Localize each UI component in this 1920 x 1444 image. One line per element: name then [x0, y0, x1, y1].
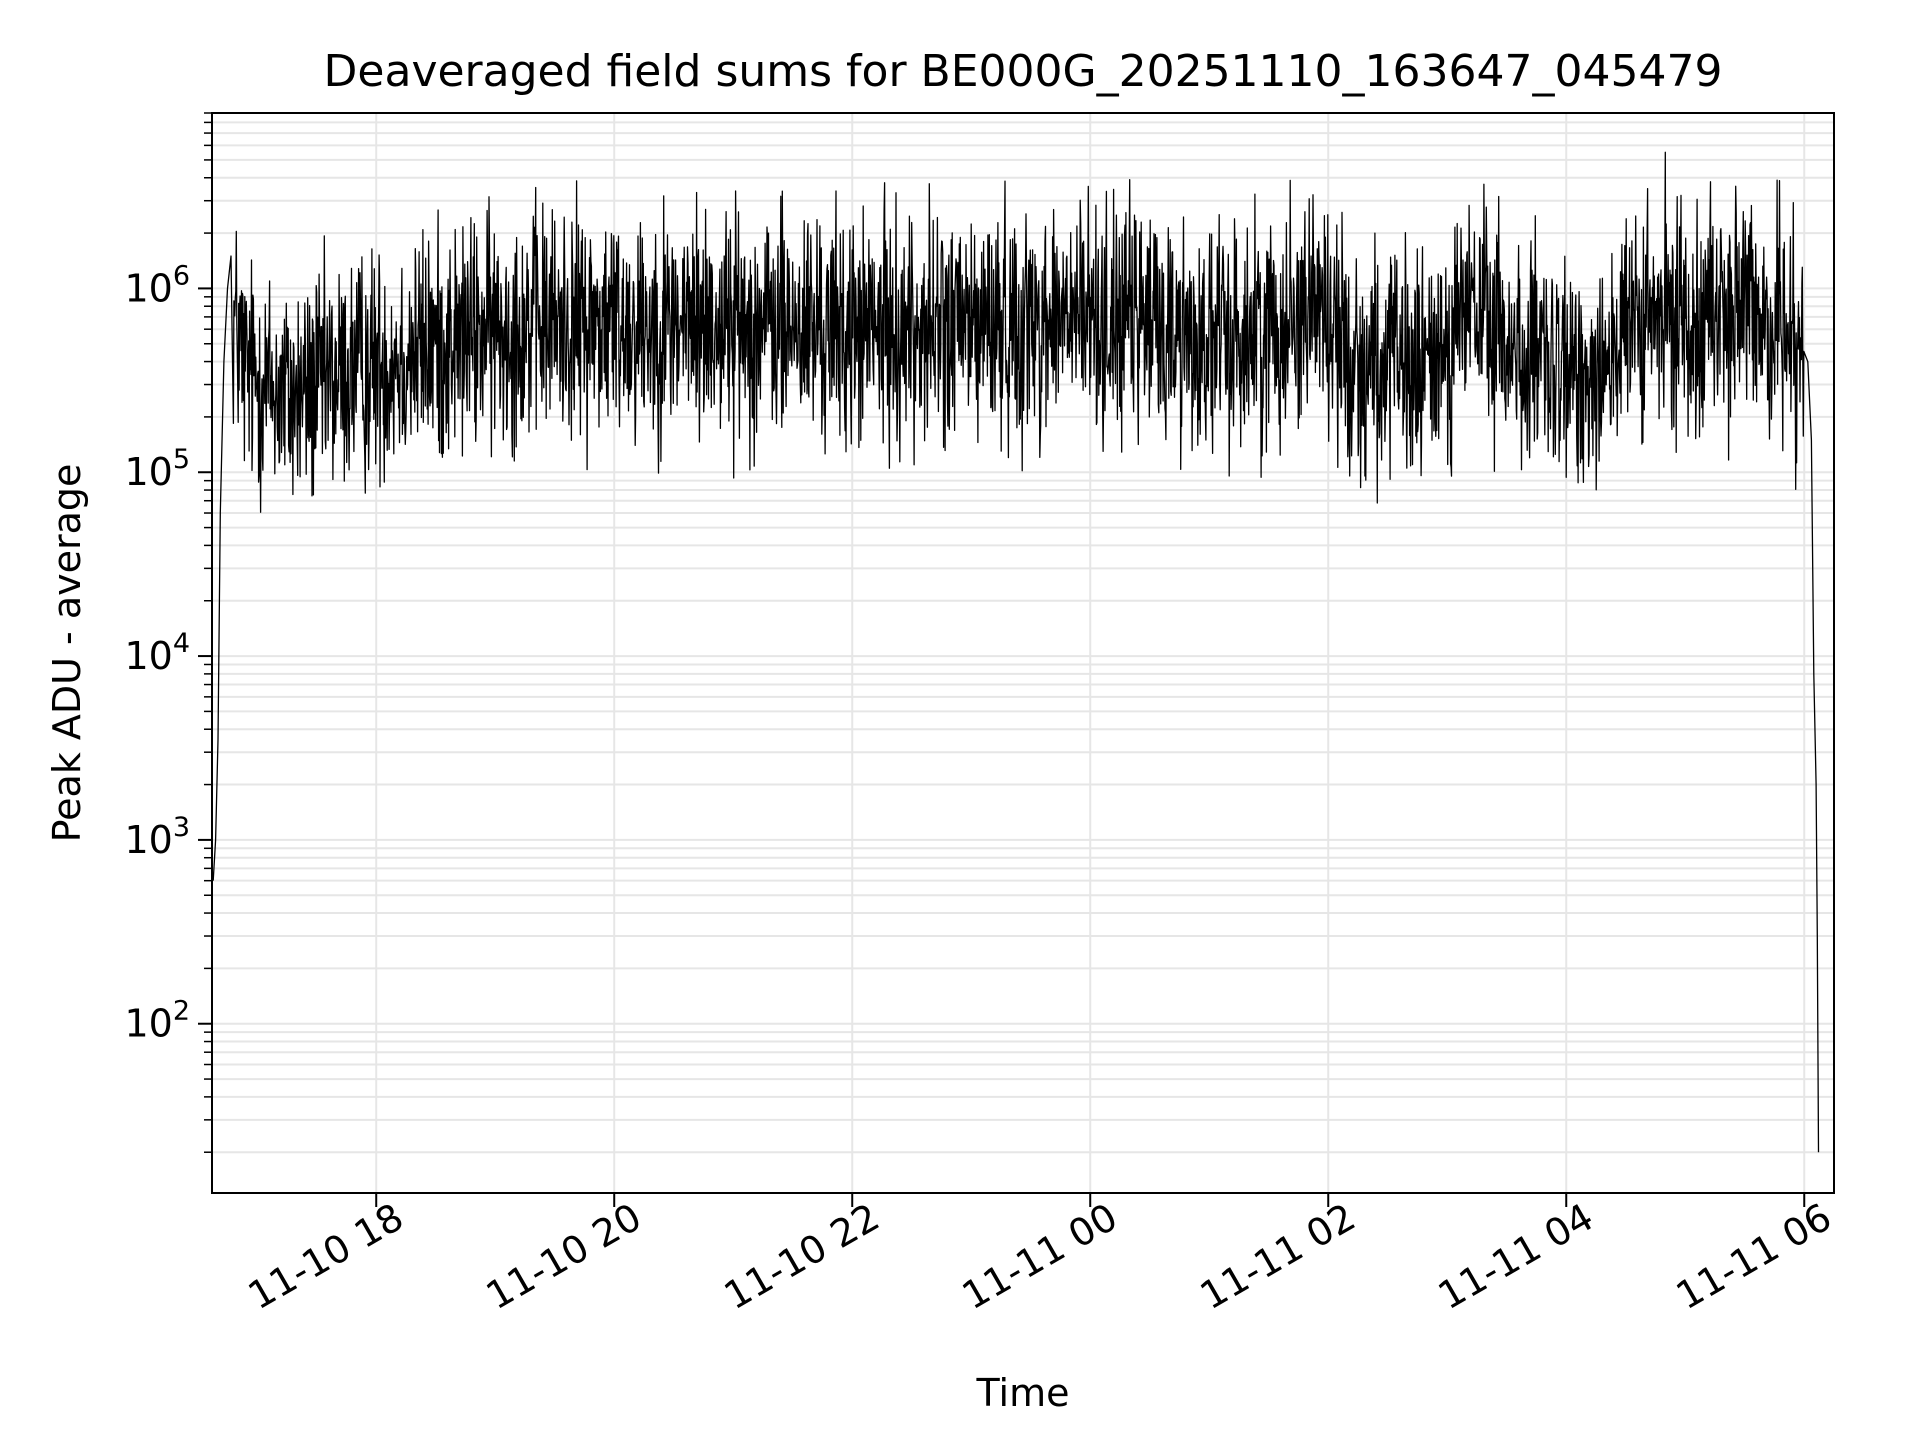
series-layer	[212, 151, 1820, 1153]
y-tick-label: 103	[124, 812, 190, 862]
y-tick-label: 102	[124, 996, 190, 1046]
series-line	[212, 151, 1820, 1153]
y-axis: 102 103 104 105 106	[124, 260, 212, 1046]
y-axis-label: Peak ADU - average	[45, 464, 89, 843]
x-axis-label: Time	[976, 1371, 1070, 1415]
y-tick-label: 104	[124, 628, 190, 678]
chart-title: Deaveraged field sums for BE000G_2025111…	[324, 46, 1723, 97]
plot-frame	[211, 112, 1835, 1194]
y-tick-label: 106	[124, 260, 190, 310]
y-axis-minor-ticks	[204, 112, 212, 1153]
y-tick-label: 105	[124, 444, 190, 494]
grid-major	[212, 113, 1834, 1193]
